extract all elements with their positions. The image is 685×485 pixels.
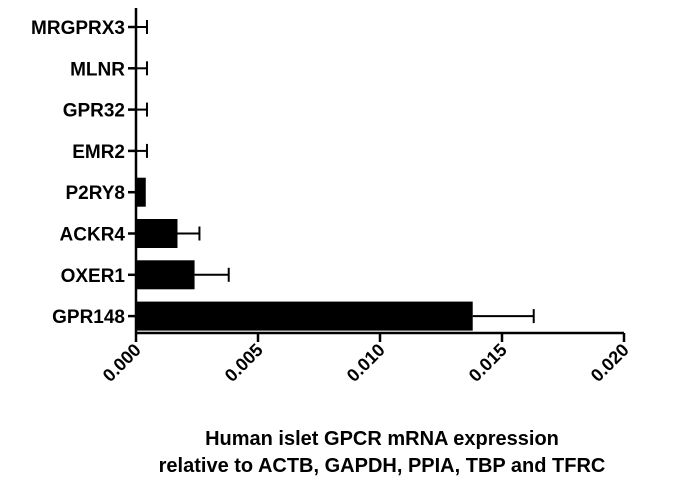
category-label: P2RY8 — [66, 183, 126, 204]
bar — [136, 177, 146, 207]
category-label: GPR148 — [52, 307, 125, 328]
bar — [136, 219, 178, 248]
x-axis-title-line2: relative to ACTB, GAPDH, PPIA, TBP and T… — [159, 455, 606, 477]
x-tick-label: 0.000 — [99, 340, 145, 386]
x-tick-label: 0.010 — [343, 340, 389, 386]
x-axis-title-line1: Human islet GPCR mRNA expression — [205, 428, 559, 450]
category-label: GPR32 — [63, 101, 125, 122]
category-label: MLNR — [70, 59, 125, 80]
y-axis: MRGPRX3 MLNR GPR32 EMR2 P2RY8 ACKR4 OXER1 GPR14… — [31, 8, 138, 333]
x-tick-label: 0.015 — [465, 340, 511, 386]
category-label: ACKR4 — [60, 225, 126, 246]
bar — [136, 301, 473, 331]
category-label: OXER1 — [61, 266, 126, 287]
x-tick-label: 0.020 — [587, 340, 633, 386]
x-axis: 0.000 0.005 0.010 0.015 0.020 — [99, 331, 633, 386]
error-bars-group — [136, 20, 535, 324]
category-label: MRGPRX3 — [31, 18, 125, 39]
x-tick-label: 0.005 — [221, 340, 267, 386]
category-label: EMR2 — [72, 142, 125, 163]
bar — [136, 260, 195, 290]
bars-group — [136, 177, 473, 331]
